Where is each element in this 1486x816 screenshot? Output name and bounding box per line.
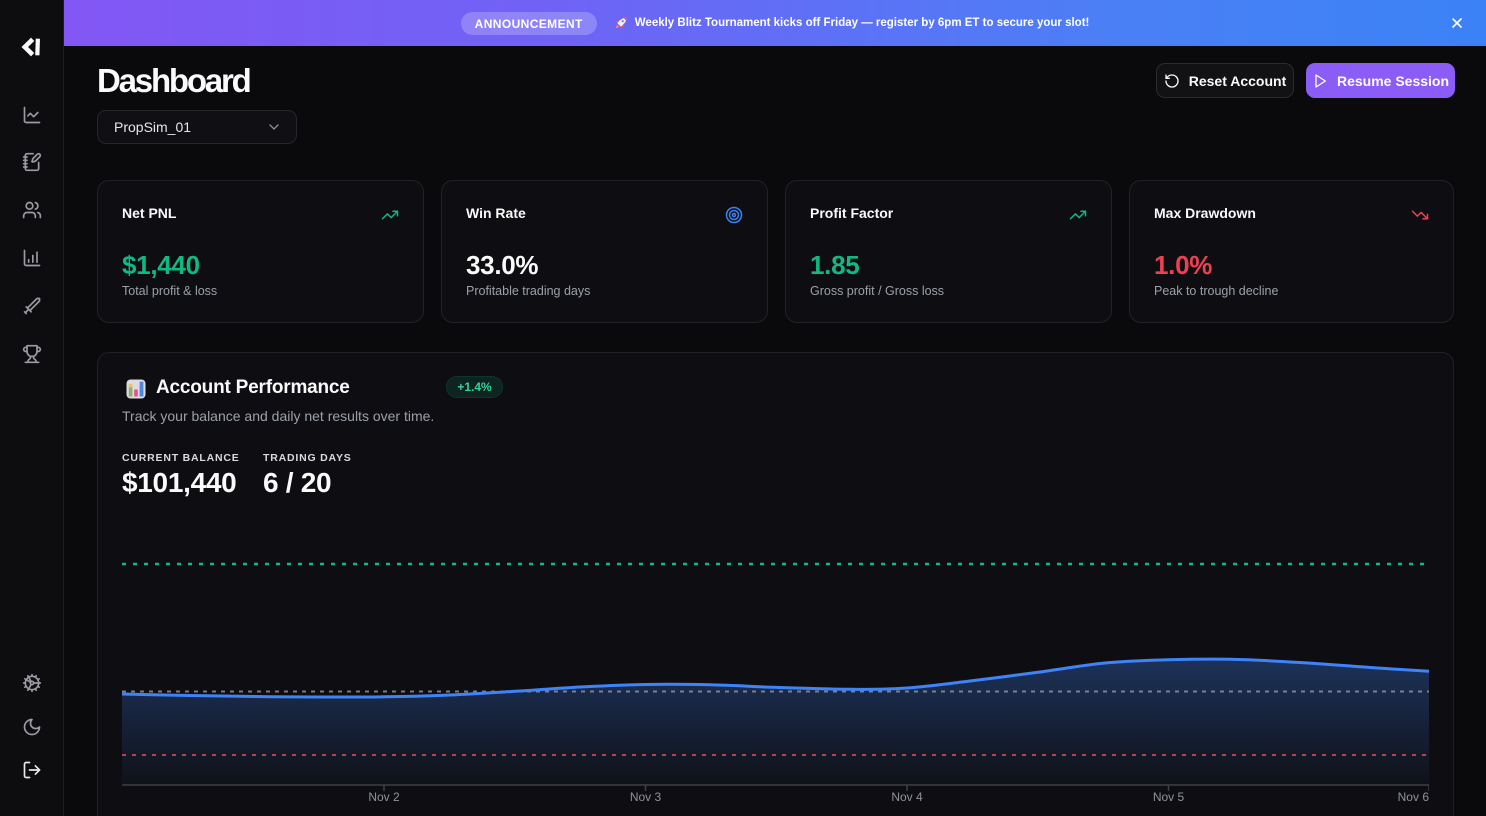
svg-text:Nov 6: Nov 6 bbox=[1398, 790, 1429, 804]
svg-text:Nov 3: Nov 3 bbox=[630, 790, 662, 804]
svg-text:Nov 5: Nov 5 bbox=[1153, 790, 1185, 804]
svg-text:Nov 4: Nov 4 bbox=[891, 790, 923, 804]
svg-text:Nov 2: Nov 2 bbox=[368, 790, 400, 804]
